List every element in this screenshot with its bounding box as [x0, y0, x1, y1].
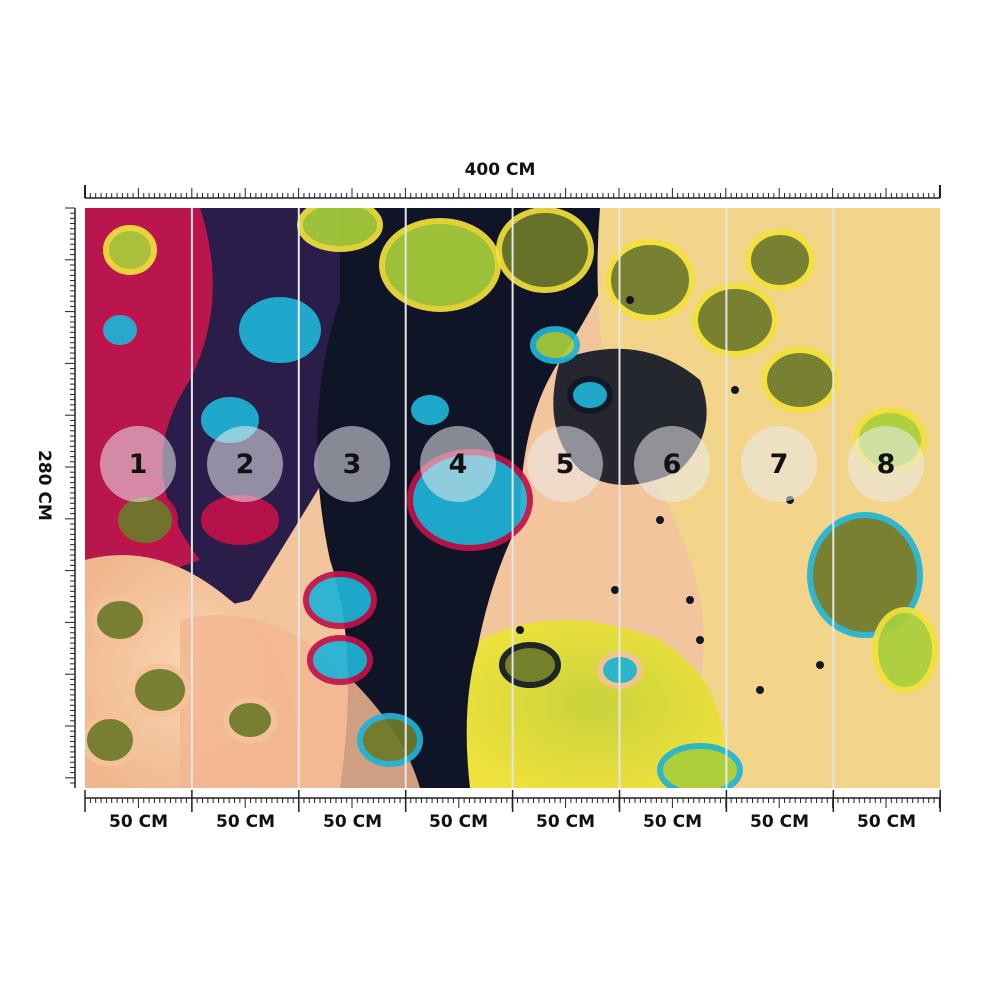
paint-cell [807, 512, 923, 638]
paint-bubble [626, 296, 634, 304]
paint-cell [567, 376, 613, 414]
panel-number-badge: 3 [314, 426, 390, 502]
panel-width-label: 50 CM [216, 812, 275, 832]
panel-number-badge: 4 [420, 426, 496, 502]
total-width-label: 400 CM [464, 160, 536, 180]
paint-cell [91, 595, 149, 645]
paint-cell [201, 495, 279, 545]
paint-cell [85, 713, 139, 767]
paint-cell [745, 229, 815, 291]
panel-number-badge: 5 [527, 426, 603, 502]
paint-cell [411, 395, 449, 425]
paint-cell [657, 743, 743, 788]
total-height-label: 280 CM [34, 450, 54, 521]
paint-cell [872, 607, 938, 693]
paint-cell [129, 663, 191, 717]
paint-cell [499, 642, 561, 688]
paint-cell [530, 326, 580, 364]
panel-width-label: 50 CM [536, 812, 595, 832]
paint-cell [112, 491, 178, 549]
panel-width-label: 50 CM [429, 812, 488, 832]
paint-bubble [686, 596, 694, 604]
paint-cell [357, 713, 423, 767]
paint-bubble [731, 386, 739, 394]
panel-number-badge: 8 [848, 426, 924, 502]
panel-number-badge: 7 [741, 426, 817, 502]
panel-number-badge: 2 [207, 426, 283, 502]
paint-cell [103, 225, 157, 275]
paint-bubble [611, 586, 619, 594]
paint-cell [97, 309, 143, 351]
panel-number-badge: 6 [634, 426, 710, 502]
panel-width-label: 50 CM [109, 812, 168, 832]
paint-cell [307, 635, 373, 685]
paint-bubble [656, 516, 664, 524]
paint-cell [297, 208, 383, 252]
paint-cell [496, 208, 594, 293]
panel-cut-lines [190, 208, 835, 788]
measurement-rulers [65, 185, 941, 812]
paint-bubble [696, 636, 704, 644]
paint-bubble [816, 661, 824, 669]
paint-cell [223, 697, 277, 743]
paint-bubble [516, 626, 524, 634]
panel-width-label: 50 CM [750, 812, 809, 832]
paint-cell [303, 571, 377, 629]
panel-width-label: 50 CM [857, 812, 916, 832]
paint-cell [379, 218, 501, 312]
paint-cell [239, 297, 321, 363]
panel-width-label: 50 CM [323, 812, 382, 832]
paint-cell [692, 283, 778, 357]
paint-cell [605, 239, 695, 321]
paint-cell [761, 347, 839, 413]
panel-width-label: 50 CM [643, 812, 702, 832]
panel-number-badge: 1 [100, 426, 176, 502]
paint-bubble [756, 686, 764, 694]
